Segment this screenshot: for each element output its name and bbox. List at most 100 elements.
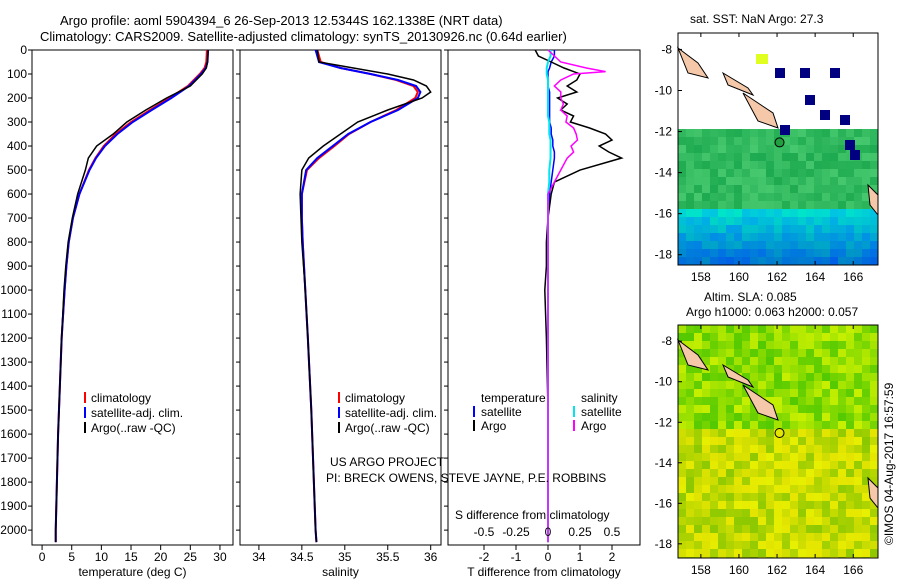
- map-cell: [870, 233, 878, 241]
- map-cell: [686, 373, 694, 381]
- map-cell: [822, 137, 830, 145]
- y-tick-label: 700: [7, 211, 27, 225]
- map-cell: [766, 209, 774, 217]
- lon-tick-label: 164: [805, 270, 825, 284]
- x2-tick-label: -0.5: [474, 525, 495, 539]
- map-cell: [830, 429, 838, 437]
- map-cell: [790, 341, 798, 349]
- map-cell: [846, 549, 854, 557]
- map-cell: [854, 161, 862, 169]
- legend-swatch: [338, 392, 340, 403]
- map-cell: [800, 68, 810, 78]
- map-cell: [726, 341, 734, 349]
- map-cell: [710, 397, 718, 405]
- map-cell: [678, 193, 686, 201]
- map-cell: [750, 373, 758, 381]
- map-cell: [806, 169, 814, 177]
- map-cell: [774, 373, 782, 381]
- map-cell: [718, 485, 726, 493]
- map-cell: [678, 453, 686, 461]
- map-cell: [742, 153, 750, 161]
- map-cell: [822, 429, 830, 437]
- map-cell: [838, 517, 846, 525]
- map-cell: [870, 349, 878, 357]
- map-cell: [702, 241, 710, 249]
- map-cell: [814, 373, 822, 381]
- map-cell: [766, 509, 774, 517]
- map-cell: [782, 137, 790, 145]
- map-cell: [710, 413, 718, 421]
- map-cell: [742, 325, 750, 333]
- map-cell: [742, 169, 750, 177]
- map-cell: [726, 257, 734, 265]
- map-cell: [734, 445, 742, 453]
- map-cell: [838, 349, 846, 357]
- map-cell: [734, 517, 742, 525]
- map-cell: [766, 169, 774, 177]
- map-cell: [814, 333, 822, 341]
- map-cell: [766, 153, 774, 161]
- map-cell: [862, 533, 870, 541]
- map-cell: [806, 341, 814, 349]
- map-cell: [750, 509, 758, 517]
- map-cell: [734, 185, 742, 193]
- map-cell: [758, 257, 766, 265]
- map-cell: [718, 185, 726, 193]
- map-cell: [710, 485, 718, 493]
- map-cell: [710, 129, 718, 137]
- map-cell: [734, 153, 742, 161]
- map-cell: [870, 501, 878, 509]
- map-cell: [838, 389, 846, 397]
- map-cell: [806, 357, 814, 365]
- map-cell: [702, 501, 710, 509]
- map-cell: [774, 225, 782, 233]
- map-cell: [758, 461, 766, 469]
- map-cell: [750, 429, 758, 437]
- map-cell: [870, 421, 878, 429]
- map-cell: [686, 381, 694, 389]
- map-cell: [726, 161, 734, 169]
- map-cell: [854, 485, 862, 493]
- map-cell: [758, 485, 766, 493]
- map-cell: [830, 541, 838, 549]
- map-cell: [822, 241, 830, 249]
- map-cell: [806, 365, 814, 373]
- map-cell: [774, 541, 782, 549]
- map-cell: [758, 509, 766, 517]
- map-cell: [806, 405, 814, 413]
- map-cell: [766, 201, 774, 209]
- map-cell: [822, 233, 830, 241]
- legend-swatch: [473, 420, 475, 431]
- map-cell: [750, 549, 758, 557]
- map-cell: [726, 177, 734, 185]
- map-cell: [678, 405, 686, 413]
- map-cell: [710, 169, 718, 177]
- map-cell: [854, 421, 862, 429]
- plot-frame: [239, 49, 442, 546]
- map-cell: [782, 525, 790, 533]
- map-cell: [822, 185, 830, 193]
- map-cell: [758, 477, 766, 485]
- map-cell: [758, 501, 766, 509]
- map-cell: [838, 405, 846, 413]
- map-cell: [694, 177, 702, 185]
- map-cell: [798, 145, 806, 153]
- map-cell: [702, 517, 710, 525]
- map-cell: [726, 389, 734, 397]
- map-cell: [846, 541, 854, 549]
- map-cell: [710, 185, 718, 193]
- map-cell: [694, 461, 702, 469]
- map-cell: [854, 469, 862, 477]
- lon-tick-label: 162: [767, 563, 787, 577]
- map-cell: [726, 333, 734, 341]
- map-cell: [782, 193, 790, 201]
- map-cell: [742, 333, 750, 341]
- map-cell: [862, 389, 870, 397]
- map-cell: [774, 389, 782, 397]
- map-cell: [814, 137, 822, 145]
- map-cell: [750, 365, 758, 373]
- map-cell: [830, 517, 838, 525]
- map-cell: [830, 397, 838, 405]
- map-cell: [702, 525, 710, 533]
- map-cell: [822, 333, 830, 341]
